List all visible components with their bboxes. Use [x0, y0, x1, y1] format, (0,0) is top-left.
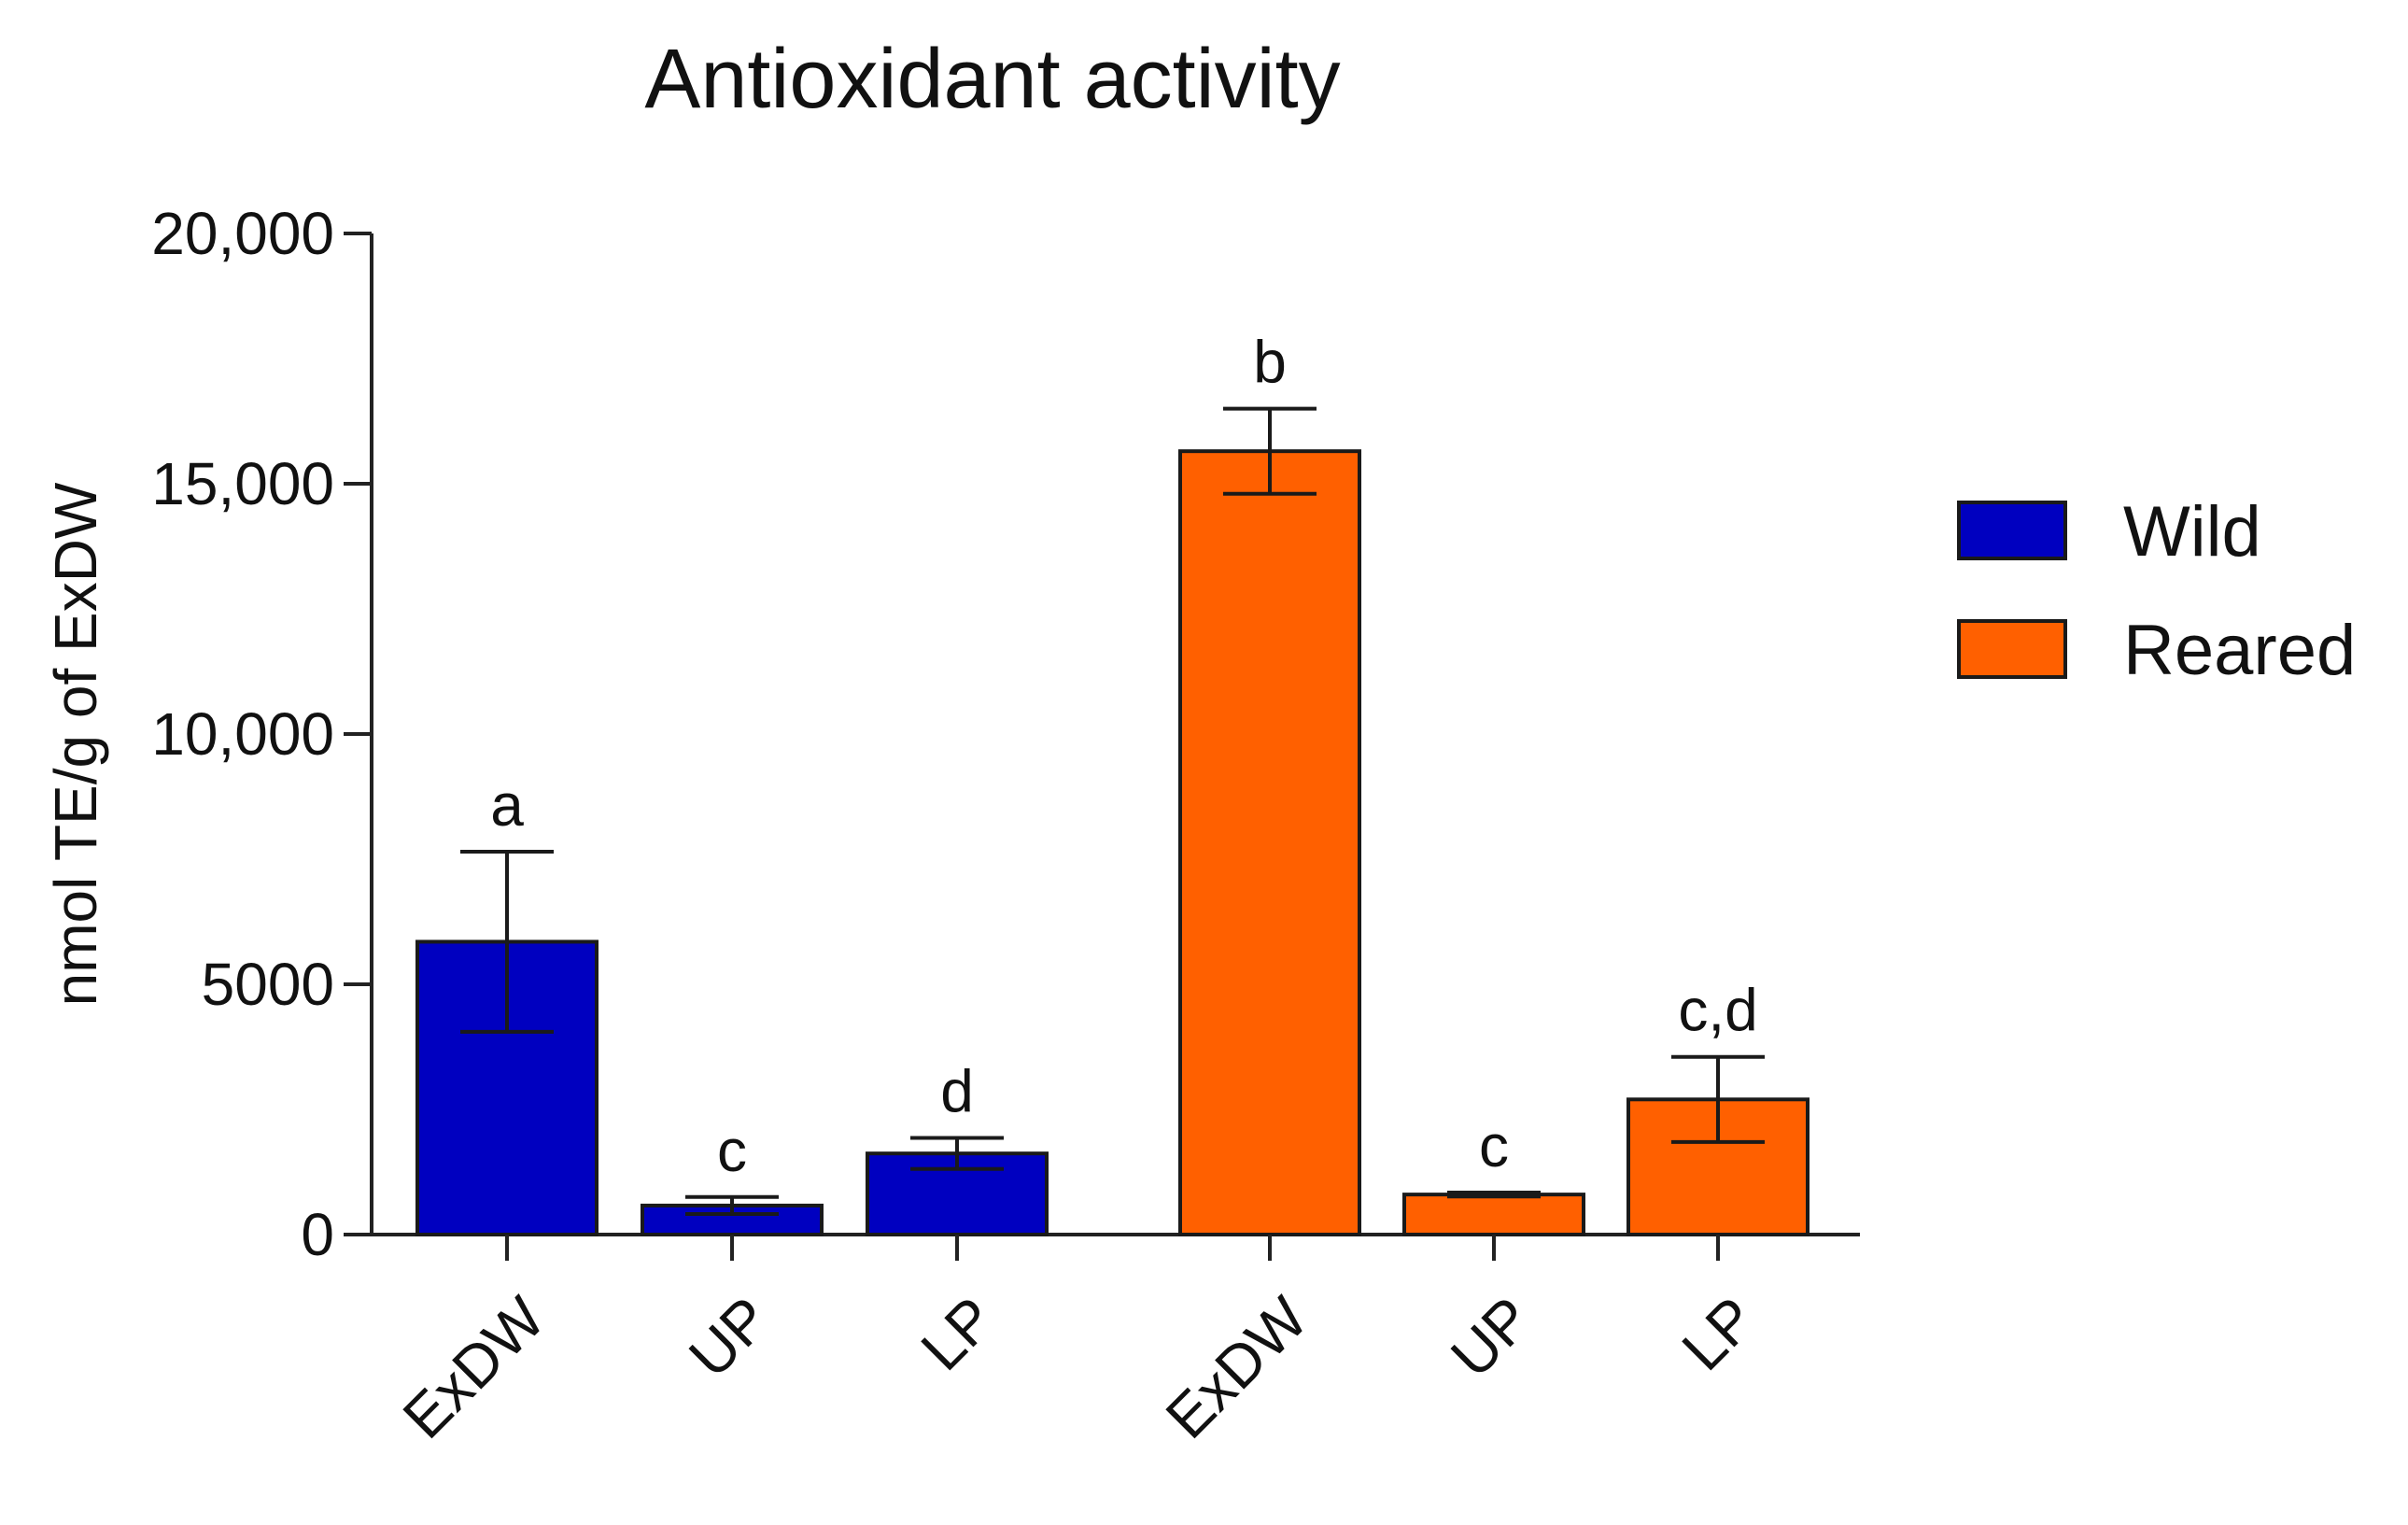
y-tick-label: 20,000: [151, 200, 334, 267]
y-tick-label: 5000: [202, 951, 334, 1018]
significance-letter: a: [490, 771, 524, 839]
x-tick-label: LP: [1669, 1284, 1768, 1383]
legend-swatch-wild: [1957, 501, 2067, 560]
y-axis-label: nmol TE/g of ExDW: [42, 482, 109, 1006]
y-tick-label: 10,000: [151, 700, 334, 768]
significance-letter: c,d: [1678, 977, 1757, 1044]
x-tick-label: ExDW: [390, 1284, 558, 1452]
significance-letter: c: [717, 1117, 747, 1184]
significance-letter: d: [940, 1058, 974, 1125]
y-tick-label: 0: [301, 1201, 334, 1268]
legend: Wild Reared: [1957, 492, 2356, 690]
legend-swatch-reared: [1957, 619, 2067, 679]
chart-title: Antioxidant activity: [644, 33, 1340, 126]
legend-label-wild: Wild: [2123, 492, 2261, 572]
significance-letter: c: [1479, 1112, 1509, 1179]
x-tick-label: LP: [908, 1284, 1007, 1383]
x-tick-label: UP: [1438, 1284, 1544, 1391]
x-tick-label: ExDW: [1153, 1284, 1321, 1452]
legend-label-reared: Reared: [2123, 611, 2356, 690]
significance-letter: b: [1253, 329, 1287, 396]
bar-reared-exdw: [1178, 449, 1361, 1237]
plot-area: 0 5000 10,000 15,000 20,000 a ExDW c UP d LP b ExDW c…: [151, 200, 1860, 1451]
bar-reared-up: [1402, 1193, 1585, 1236]
x-tick-label: UP: [676, 1284, 782, 1391]
y-tick-label: 15,000: [151, 450, 334, 517]
